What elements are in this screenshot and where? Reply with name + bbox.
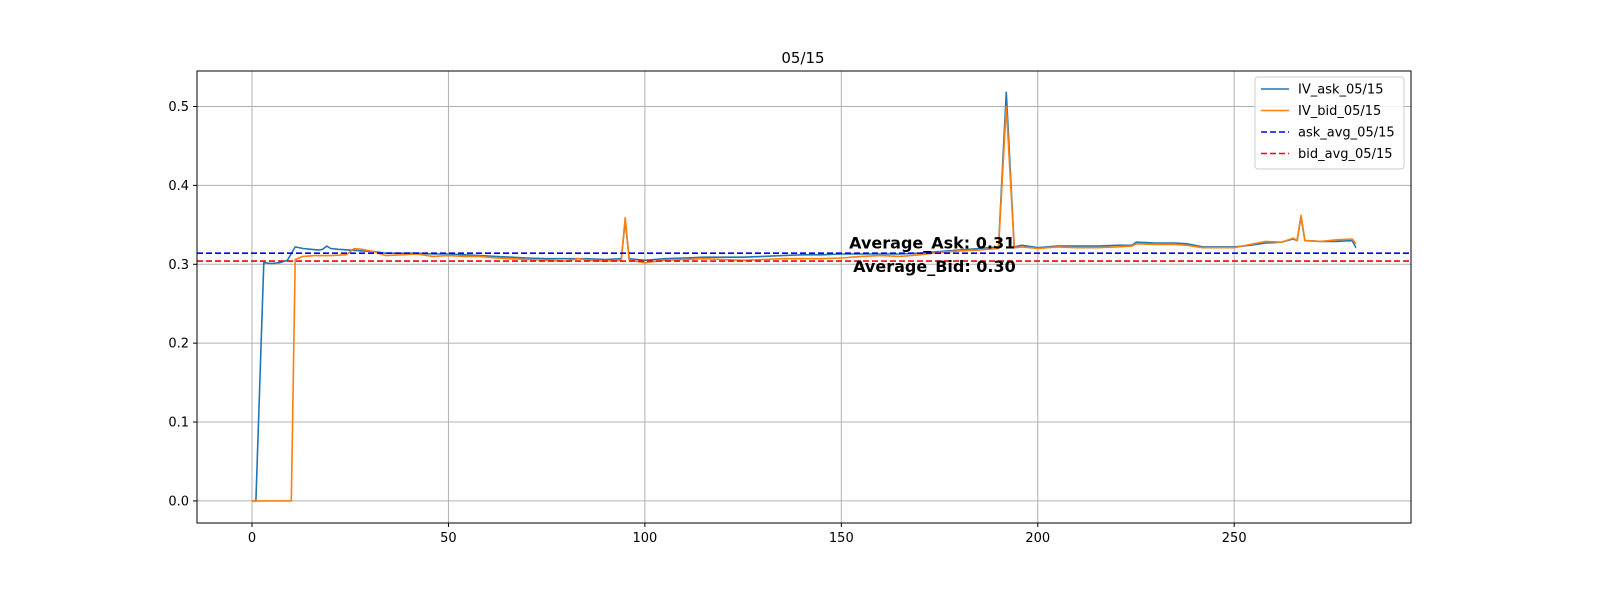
series-line-iv-ask-05-15 xyxy=(252,91,1357,502)
legend-label: bid_avg_05/15 xyxy=(1298,147,1393,162)
x-tick-label: 0 xyxy=(248,531,256,546)
bid-annotation: Average_Bid: 0.30 xyxy=(853,257,1016,276)
legend-label: IV_bid_05/15 xyxy=(1298,104,1381,119)
x-tick-label: 150 xyxy=(829,531,854,546)
x-tick-label: 50 xyxy=(440,531,457,546)
x-tick-label: 200 xyxy=(1025,531,1050,546)
y-tick-label: 0.0 xyxy=(168,494,189,509)
y-axis: 0.0 0.1 0.2 0.3 0.4 0.5 xyxy=(168,100,197,509)
x-tick-label: 250 xyxy=(1222,531,1247,546)
legend: IV_ask_05/15 IV_bid_05/15 ask_avg_05/15bid… xyxy=(1254,76,1405,170)
x-tick-label: 100 xyxy=(632,531,657,546)
legend-label: IV_ask_05/15 xyxy=(1298,83,1383,98)
series-line-iv-bid-05-15 xyxy=(252,105,1357,502)
y-tick-label: 0.3 xyxy=(168,258,189,273)
y-tick-label: 0.5 xyxy=(168,100,189,115)
legend-label: ask_avg_05/15 xyxy=(1298,126,1395,141)
plot-frame xyxy=(196,70,1412,524)
legend-box xyxy=(1254,76,1405,170)
annotations: Average_Ask: 0.31 Average_Bid: 0.30 xyxy=(849,233,1016,276)
series-lines xyxy=(197,91,1411,502)
grid xyxy=(197,71,1411,523)
x-axis: 0 50 100 150 200 250 xyxy=(248,523,1247,546)
y-tick-label: 0.4 xyxy=(168,179,189,194)
chart-title: 05/15 xyxy=(781,49,824,67)
y-tick-label: 0.2 xyxy=(168,337,189,352)
y-tick-label: 0.1 xyxy=(168,416,189,431)
ask-annotation: Average_Ask: 0.31 xyxy=(849,233,1015,252)
